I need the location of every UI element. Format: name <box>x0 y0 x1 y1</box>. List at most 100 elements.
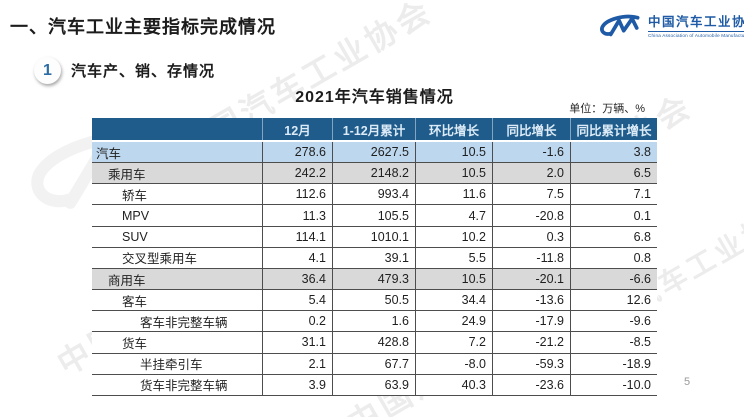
value-cell: 0.8 <box>570 247 657 268</box>
row-label-cell: 客车非完整车辆 <box>140 315 228 330</box>
value-cell: 993.4 <box>332 184 415 205</box>
table-header-row: 12月 1-12月累计 环比增长 同比增长 同比累计增长 <box>92 118 657 142</box>
value-cell: -8.0 <box>415 353 492 374</box>
value-cell: 11.6 <box>415 184 492 205</box>
value-cell: -9.6 <box>570 311 657 332</box>
value-cell: -59.3 <box>492 353 570 374</box>
value-cell: 2148.2 <box>332 163 415 184</box>
header-cell-3: 环比增长 <box>415 118 492 140</box>
unit-note: 单位：万辆、% <box>569 103 645 115</box>
value-cell: 1010.1 <box>332 226 415 247</box>
value-cell: 114.1 <box>262 226 332 247</box>
value-cell: 39.1 <box>332 247 415 268</box>
header-cell-2: 1-12月累计 <box>332 118 415 140</box>
value-cell: 112.6 <box>262 184 332 205</box>
value-cell: 0.2 <box>262 311 332 332</box>
value-cell: 40.3 <box>415 374 492 395</box>
value-cell: -21.2 <box>492 332 570 353</box>
row-label-cell: 乘用车 <box>108 167 146 182</box>
value-cell: 10.2 <box>415 226 492 247</box>
value-cell: -20.1 <box>492 268 570 290</box>
table-row: 乘用车 242.2 2148.2 10.5 2.0 6.5 <box>92 163 657 185</box>
value-cell: 2627.5 <box>332 142 415 163</box>
value-cell: 479.3 <box>332 268 415 290</box>
section-number-badge: 1 <box>34 57 61 84</box>
value-cell: 5.4 <box>262 290 332 311</box>
cm-logo-icon <box>600 14 640 37</box>
header-cell-1: 12月 <box>262 118 332 140</box>
table-body: 汽车 278.6 2627.5 10.5 -1.6 3.8 乘用车 242.2 2148.2 10… <box>92 142 657 396</box>
sales-table: 12月 1-12月累计 环比增长 同比增长 同比累计增长 汽车 278.6 2627.5 10… <box>92 118 657 396</box>
caam-logo: 中国汽车工业协会 China Association of Automobile… <box>598 11 744 40</box>
table-row: 客车非完整车辆 0.2 1.6 24.9 -17.9 -9.6 <box>92 311 657 333</box>
row-label-cell: 轿车 <box>122 188 148 203</box>
value-cell: 3.8 <box>570 142 657 163</box>
value-cell: 36.4 <box>262 268 332 290</box>
row-label-cell: MPV <box>122 208 150 223</box>
value-cell: 0.3 <box>492 226 570 247</box>
table-row: 半挂牵引车 2.1 67.7 -8.0 -59.3 -18.9 <box>92 353 657 375</box>
value-cell: -11.8 <box>492 247 570 268</box>
value-cell: 6.5 <box>570 163 657 184</box>
value-cell: 105.5 <box>332 205 415 226</box>
header-cell-5: 同比累计增长 <box>570 118 657 140</box>
value-cell: 63.9 <box>332 374 415 395</box>
value-cell: 4.7 <box>415 205 492 226</box>
value-cell: 4.1 <box>262 247 332 268</box>
value-cell: 7.5 <box>492 184 570 205</box>
row-label-cell: 客车 <box>122 294 148 309</box>
value-cell: 67.7 <box>332 353 415 374</box>
value-cell: -20.8 <box>492 205 570 226</box>
value-cell: -6.6 <box>570 268 657 290</box>
value-cell: -13.6 <box>492 290 570 311</box>
value-cell: 10.5 <box>415 163 492 184</box>
table-row: 客车 5.4 50.5 34.4 -13.6 12.6 <box>92 290 657 312</box>
value-cell: 50.5 <box>332 290 415 311</box>
value-cell: 7.2 <box>415 332 492 353</box>
value-cell: 6.8 <box>570 226 657 247</box>
value-cell: -8.5 <box>570 332 657 353</box>
table-row: 汽车 278.6 2627.5 10.5 -1.6 3.8 <box>92 142 657 164</box>
row-label-cell: 商用车 <box>108 273 146 288</box>
table-row: 轿车 112.6 993.4 11.6 7.5 7.1 <box>92 184 657 206</box>
value-cell: 5.5 <box>415 247 492 268</box>
table-row: MPV 11.3 105.5 4.7 -20.8 0.1 <box>92 205 657 227</box>
value-cell: -10.0 <box>570 374 657 395</box>
logo-name-cn: 中国汽车工业协会 <box>648 15 744 29</box>
value-cell: 10.5 <box>415 142 492 163</box>
page-number: 5 <box>684 376 691 388</box>
table-row: SUV 114.1 1010.1 10.2 0.3 6.8 <box>92 226 657 248</box>
value-cell: 12.6 <box>570 290 657 311</box>
header-cell-4: 同比增长 <box>492 118 570 140</box>
table-row: 交叉型乘用车 4.1 39.1 5.5 -11.8 0.8 <box>92 247 657 269</box>
value-cell: -23.6 <box>492 374 570 395</box>
table-title: 2021年汽车销售情况 <box>295 89 454 106</box>
section-heading: 1 汽车产、销、存情况 <box>34 57 215 84</box>
value-cell: 3.9 <box>262 374 332 395</box>
row-label-cell: 半挂牵引车 <box>140 358 203 373</box>
header-cell-0 <box>92 118 262 140</box>
value-cell: 10.5 <box>415 268 492 290</box>
value-cell: 31.1 <box>262 332 332 353</box>
table-row: 商用车 36.4 479.3 10.5 -20.1 -6.6 <box>92 268 657 291</box>
value-cell: 428.8 <box>332 332 415 353</box>
logo-text: 中国汽车工业协会 China Association of Automobile… <box>648 11 744 38</box>
value-cell: 11.3 <box>262 205 332 226</box>
value-cell: 24.9 <box>415 311 492 332</box>
row-label-cell: 汽车 <box>96 146 122 161</box>
row-label-cell: 交叉型乘用车 <box>122 252 198 267</box>
value-cell: -1.6 <box>492 142 570 163</box>
value-cell: -17.9 <box>492 311 570 332</box>
value-cell: 278.6 <box>262 142 332 163</box>
section-title: 汽车产、销、存情况 <box>71 63 216 80</box>
row-label-cell: 货车 <box>122 336 148 351</box>
logo-name-en: China Association of Automobile Manufact… <box>648 31 744 38</box>
table-row: 货车非完整车辆 3.9 63.9 40.3 -23.6 -10.0 <box>92 374 657 396</box>
value-cell: 242.2 <box>262 163 332 184</box>
row-label-cell: 货车非完整车辆 <box>140 379 228 394</box>
value-cell: 0.1 <box>570 205 657 226</box>
row-label-cell: SUV <box>122 229 148 244</box>
value-cell: 1.6 <box>332 311 415 332</box>
value-cell: 2.0 <box>492 163 570 184</box>
value-cell: 2.1 <box>262 353 332 374</box>
